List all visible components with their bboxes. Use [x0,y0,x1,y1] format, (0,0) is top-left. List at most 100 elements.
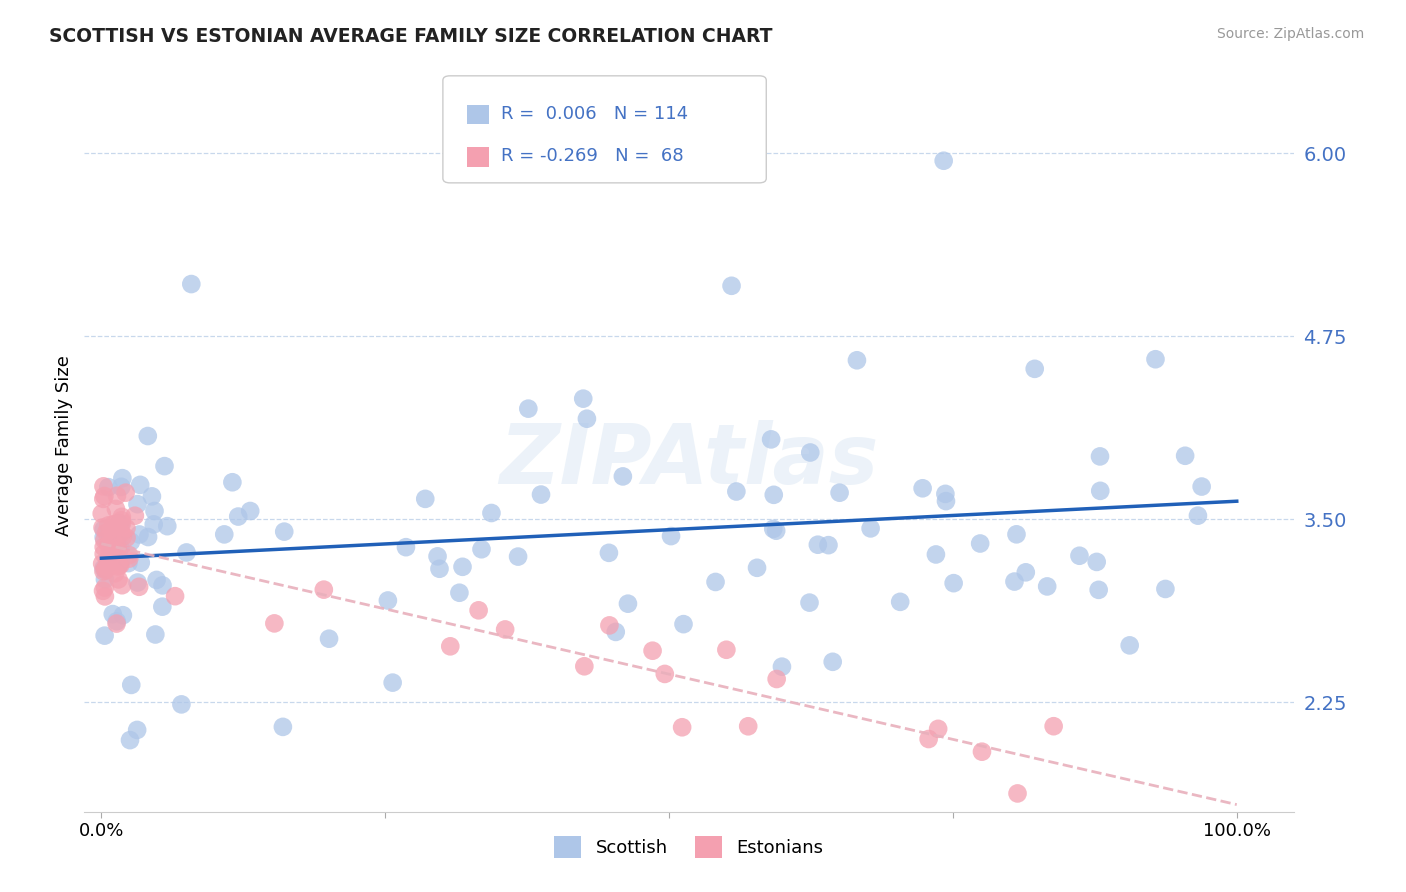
Point [98,552,121,566]
Point [105,532,128,546]
Point [716,642,738,657]
Point [470,542,492,557]
Point [111,530,134,544]
Point [917,731,939,746]
Point [214,527,236,541]
Point [725,484,748,499]
Point [239,504,262,518]
Point [821,655,844,669]
Point [1174,449,1197,463]
Point [110,554,132,568]
Point [1087,582,1109,597]
Point [273,524,295,539]
Point [153,459,176,474]
Point [612,469,634,483]
Point [93,629,115,643]
Point [128,580,150,594]
Point [377,593,399,607]
Point [91,520,114,534]
Point [141,489,163,503]
Point [128,527,150,541]
Point [111,516,134,531]
Point [271,720,294,734]
Point [90,507,112,521]
Point [449,586,471,600]
Point [1085,555,1108,569]
Point [517,401,540,416]
Point [671,720,693,734]
Point [127,723,149,737]
Text: R =  0.006   N = 114: R = 0.006 N = 114 [501,104,688,122]
Point [91,583,114,598]
Text: R = -0.269   N =  68: R = -0.269 N = 68 [501,147,683,165]
Point [100,543,122,558]
Point [118,551,141,566]
Point [530,487,553,501]
Point [156,519,179,533]
Point [467,603,489,617]
Point [1118,639,1140,653]
Point [107,559,129,574]
Point [93,547,115,561]
Point [889,595,911,609]
Point [97,480,120,494]
Point [117,556,139,570]
Point [91,491,114,506]
Point [145,573,167,587]
Point [103,530,125,544]
Point [120,534,142,549]
Point [165,589,187,603]
Point [180,277,202,291]
Point [111,509,134,524]
Point [114,485,136,500]
Point [101,532,124,546]
Point [94,559,117,574]
Point [1090,483,1112,498]
Point [129,556,152,570]
Point [745,561,768,575]
Point [807,538,830,552]
Point [672,617,695,632]
Point [110,517,132,532]
Point [93,479,115,493]
Point [115,521,138,535]
Point [110,541,132,555]
Point [413,491,436,506]
Point [720,278,742,293]
Point [94,562,117,576]
Point [765,524,787,538]
Point [1187,508,1209,523]
Point [911,481,934,495]
Point [762,488,785,502]
Point [381,675,404,690]
Point [318,632,340,646]
Point [176,545,198,559]
Point [1024,361,1046,376]
Point [859,521,882,535]
Point [762,522,785,536]
Point [94,563,117,577]
Point [93,522,115,536]
Point [969,536,991,550]
Point [98,546,121,560]
Point [932,153,955,168]
Point [111,525,134,540]
Point [429,562,451,576]
Point [942,576,965,591]
Point [426,549,449,564]
Point [101,517,124,532]
Point [111,513,134,527]
Point [91,557,114,571]
Point [817,538,839,552]
Point [94,590,117,604]
Point [107,541,129,555]
Point [927,722,949,736]
Point [221,475,243,490]
Point [765,672,787,686]
Point [111,471,134,485]
Point [129,478,152,492]
Point [1042,719,1064,733]
Point [574,659,596,673]
Point [1088,450,1111,464]
Point [439,640,461,654]
